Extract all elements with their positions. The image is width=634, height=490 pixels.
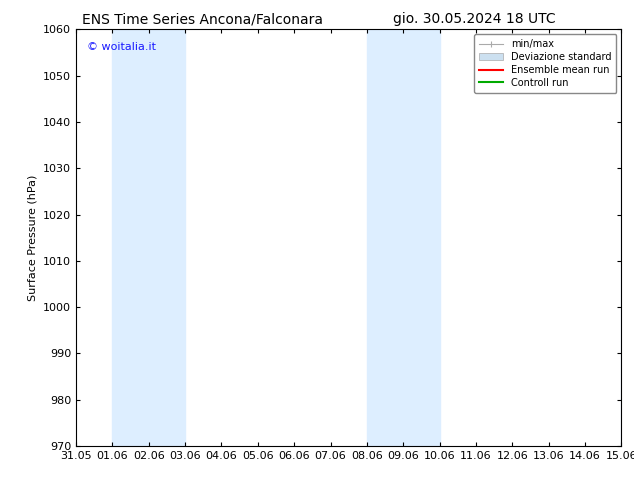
Bar (367, 29, 439, 446)
Text: © woitalia.it: © woitalia.it (87, 42, 156, 52)
Bar (621, 29, 634, 446)
Bar (112, 29, 185, 446)
Legend: min/max, Deviazione standard, Ensemble mean run, Controll run: min/max, Deviazione standard, Ensemble m… (474, 34, 616, 93)
Y-axis label: Surface Pressure (hPa): Surface Pressure (hPa) (27, 174, 37, 301)
Text: ENS Time Series Ancona/Falconara: ENS Time Series Ancona/Falconara (82, 12, 323, 26)
Text: gio. 30.05.2024 18 UTC: gio. 30.05.2024 18 UTC (393, 12, 556, 26)
